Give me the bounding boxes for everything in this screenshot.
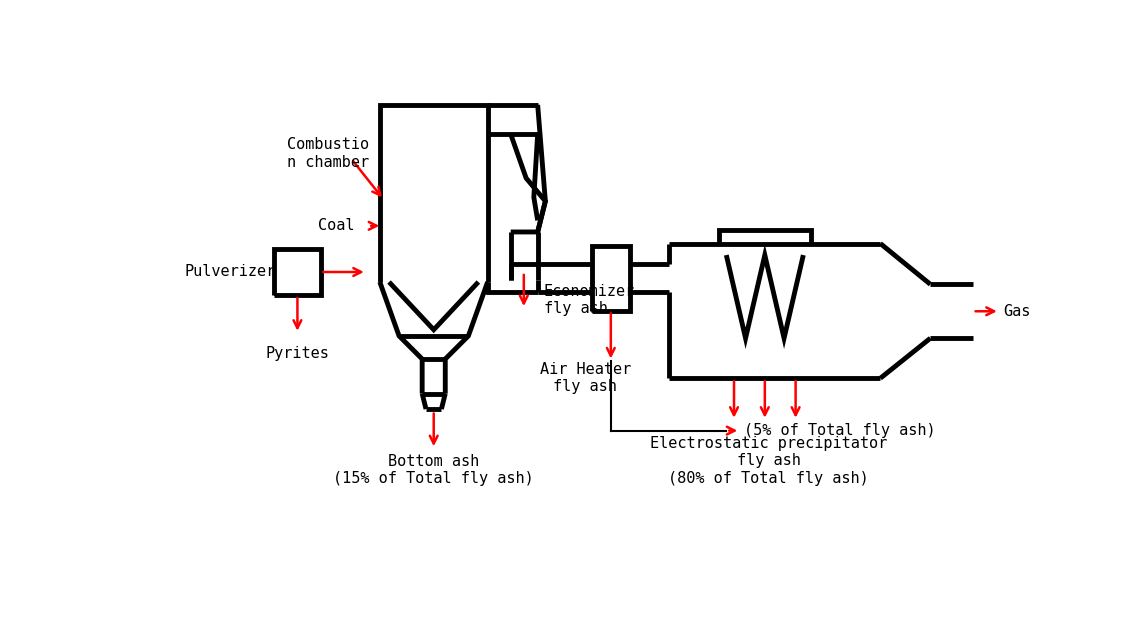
Text: Air Heater
fly ash: Air Heater fly ash [540, 362, 631, 394]
Text: Economizer
fly ash: Economizer fly ash [543, 283, 636, 316]
Text: Bottom ash
(15% of Total fly ash): Bottom ash (15% of Total fly ash) [333, 454, 534, 486]
Text: Pyrites: Pyrites [266, 346, 330, 361]
Text: Electrostatic precipitator
fly ash
(80% of Total fly ash): Electrostatic precipitator fly ash (80% … [650, 436, 887, 486]
Text: Combustio
n chamber: Combustio n chamber [288, 137, 370, 170]
Text: Coal: Coal [318, 218, 355, 233]
Text: Pulverizer: Pulverizer [184, 265, 275, 280]
Text: Gas: Gas [1004, 304, 1031, 319]
Text: (5% of Total fly ash): (5% of Total fly ash) [744, 423, 936, 438]
